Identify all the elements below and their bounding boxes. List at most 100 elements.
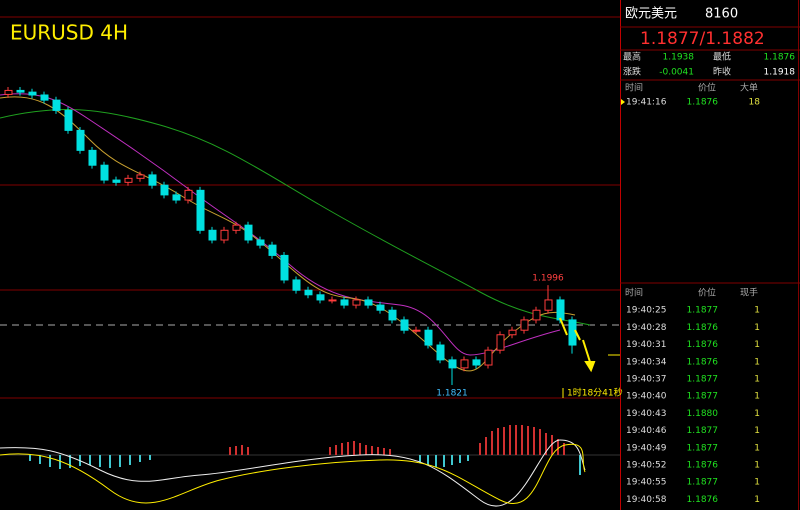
candle-body: [376, 304, 385, 311]
table-cell: 19:40:40: [626, 392, 667, 402]
candle-body: [568, 319, 577, 346]
stat-cell: 1.1876: [764, 53, 796, 63]
candle-body: [424, 329, 433, 346]
stat-cell: 昨收: [713, 66, 731, 78]
quote-name: 欧元美元: [625, 7, 677, 22]
high-label: 1.1996: [532, 274, 564, 284]
stat-cell: 涨跌: [623, 67, 641, 78]
candle-body: [136, 174, 145, 179]
candle-body: [220, 229, 229, 241]
macd: [0, 425, 620, 507]
candle-body: [436, 344, 445, 361]
candle-body: [16, 89, 25, 93]
candle-body: [328, 299, 337, 302]
candle-body: [448, 359, 457, 369]
table-cell: 19:40:34: [626, 357, 667, 367]
table-cell: 1.1876: [687, 357, 719, 367]
candle-body: [292, 279, 301, 291]
candle-body: [124, 177, 133, 183]
table-cell: 1.1876: [687, 98, 719, 108]
candle-body: [172, 194, 181, 201]
candle-body: [28, 91, 37, 96]
candle-body: [412, 329, 421, 332]
table-cell: 1.1876: [687, 340, 719, 350]
ma-long: [0, 109, 591, 326]
table-cell: 1.1877: [687, 478, 719, 488]
table-cell: 19:40:31: [626, 340, 666, 350]
table-cell: 1: [754, 323, 760, 333]
table-cell: 19:40:55: [626, 478, 666, 488]
table-cell: 1: [754, 409, 760, 419]
candle-body: [148, 174, 157, 186]
candle-body: [256, 239, 265, 246]
candle-body: [160, 184, 169, 196]
table-cell: 1: [754, 461, 760, 471]
table-cell: 1: [754, 443, 760, 453]
candle-body: [184, 189, 193, 201]
candle-body: [556, 299, 565, 321]
candles: [4, 87, 577, 385]
table-cell: 1.1877: [687, 426, 719, 436]
table-cell: 19:40:43: [626, 409, 666, 419]
column-header: 时间: [625, 82, 643, 94]
column-header: 时间: [625, 287, 643, 299]
table-cell: 1: [754, 375, 760, 385]
candle-body: [508, 329, 517, 336]
candle-body: [364, 299, 373, 306]
table-cell: 1.1877: [687, 306, 719, 316]
table-cell: 19:40:49: [626, 443, 667, 453]
stat-cell: 1.1938: [663, 53, 695, 63]
table-cell: 19:40:25: [626, 306, 666, 316]
table-cell: 1.1877: [687, 375, 719, 385]
table-cell: 1: [754, 426, 760, 436]
table-cell: 1.1876: [687, 461, 719, 471]
candle-body: [196, 189, 205, 231]
candle-body: [64, 109, 73, 131]
table-cell: 1: [754, 357, 760, 367]
quote-code: 8160: [705, 7, 738, 22]
table-cell: 19:40:37: [626, 375, 666, 385]
table-cell: 1: [754, 340, 760, 350]
table-cell: 18: [749, 98, 761, 108]
candle-body: [112, 179, 121, 183]
stat-cell: -0.0041: [659, 68, 694, 78]
candle-body: [268, 244, 277, 256]
column-header: 价位: [698, 82, 716, 94]
table-cell: 1: [754, 478, 760, 488]
table-cell: 19:40:58: [626, 495, 667, 505]
candle-body: [316, 294, 325, 301]
candle-body: [472, 359, 481, 366]
table-cell: 1: [754, 306, 760, 316]
table-cell: 1.1876: [687, 495, 719, 505]
table-cell: 1.1876: [687, 323, 719, 333]
column-header: 现手: [740, 287, 758, 299]
candle-body: [484, 349, 493, 366]
column-header: 价位: [698, 287, 716, 299]
stat-cell: 最低: [713, 51, 731, 63]
candle-body: [280, 254, 289, 281]
candle-body: [100, 164, 109, 181]
symbol-title: EURUSD 4H: [10, 21, 128, 45]
candle-body: [496, 334, 505, 351]
candle-body: [544, 299, 553, 311]
candle-body: [244, 224, 253, 241]
ma-mid: [0, 93, 561, 356]
candle-body: [304, 289, 313, 296]
candle-body: [88, 149, 97, 166]
low-label: 1.1821: [436, 389, 468, 399]
arrows: [559, 317, 620, 373]
candle-body: [340, 299, 349, 306]
stat-cell: 1.1918: [764, 68, 796, 78]
table-cell: 19:40:52: [626, 461, 666, 471]
table-cell: 1: [754, 495, 760, 505]
candle-body: [352, 299, 361, 306]
ma-short: [0, 96, 576, 372]
table-cell: 19:41:16: [626, 98, 667, 108]
table-cell: 1.1877: [687, 443, 719, 453]
candle-body: [208, 229, 217, 241]
candle-body: [232, 224, 241, 231]
column-header: 大单: [740, 82, 758, 94]
candle-body: [4, 89, 13, 95]
